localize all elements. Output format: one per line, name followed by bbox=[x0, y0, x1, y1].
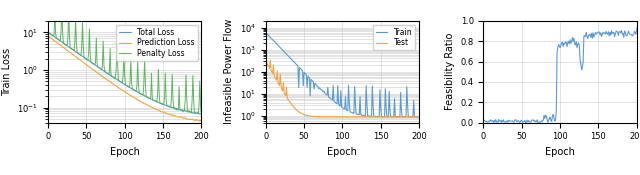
Test bbox=[408, 116, 416, 118]
Prediction Loss bbox=[74, 57, 81, 59]
Penalty Loss bbox=[74, 52, 82, 54]
Total Loss bbox=[86, 60, 93, 62]
X-axis label: Epoch: Epoch bbox=[328, 147, 357, 157]
Train bbox=[269, 39, 276, 41]
Test bbox=[304, 115, 312, 117]
Legend: Train, Test: Train, Test bbox=[373, 25, 415, 50]
Train bbox=[415, 116, 423, 118]
Total Loss bbox=[190, 112, 198, 114]
Penalty Loss bbox=[51, 9, 59, 11]
Penalty Loss bbox=[58, 6, 66, 8]
Test bbox=[273, 79, 280, 81]
Y-axis label: Feasibility Ratio: Feasibility Ratio bbox=[445, 33, 455, 110]
Penalty Loss bbox=[45, 32, 52, 34]
Line: Penalty Loss: Penalty Loss bbox=[49, 7, 202, 114]
Train bbox=[303, 86, 311, 89]
Prediction Loss bbox=[195, 120, 203, 122]
Line: Train: Train bbox=[266, 33, 419, 117]
Penalty Loss bbox=[191, 112, 198, 114]
Total Loss bbox=[184, 111, 192, 113]
Penalty Loss bbox=[54, 38, 62, 40]
Penalty Loss bbox=[86, 52, 94, 54]
Test bbox=[292, 108, 300, 110]
Y-axis label: Train Loss: Train Loss bbox=[2, 48, 12, 96]
Y-axis label: Infeasible Power Flow: Infeasible Power Flow bbox=[224, 19, 234, 124]
X-axis label: Epoch: Epoch bbox=[109, 147, 140, 157]
Test bbox=[415, 116, 423, 118]
Train bbox=[291, 62, 299, 64]
Prediction Loss bbox=[198, 119, 205, 121]
Total Loss bbox=[74, 52, 81, 54]
Train bbox=[272, 42, 280, 44]
Prediction Loss bbox=[54, 42, 62, 44]
Prediction Loss bbox=[45, 35, 52, 37]
Test bbox=[269, 64, 277, 66]
Penalty Loss bbox=[185, 109, 193, 111]
Train bbox=[262, 32, 270, 34]
Train bbox=[408, 116, 415, 118]
Test bbox=[266, 59, 274, 61]
Penalty Loss bbox=[195, 113, 202, 115]
X-axis label: Epoch: Epoch bbox=[545, 147, 575, 157]
Prediction Loss bbox=[184, 119, 192, 121]
Train bbox=[402, 116, 410, 118]
Test bbox=[403, 116, 411, 118]
Line: Total Loss: Total Loss bbox=[49, 33, 202, 114]
Penalty Loss bbox=[198, 113, 205, 115]
Legend: Total Loss, Prediction Loss, Penalty Loss: Total Loss, Prediction Loss, Penalty Los… bbox=[116, 25, 198, 61]
Total Loss bbox=[54, 38, 62, 40]
Prediction Loss bbox=[51, 40, 59, 42]
Line: Prediction Loss: Prediction Loss bbox=[49, 36, 202, 121]
Total Loss bbox=[198, 113, 205, 115]
Prediction Loss bbox=[190, 119, 198, 121]
Prediction Loss bbox=[86, 66, 93, 68]
Total Loss bbox=[45, 32, 52, 34]
Line: Test: Test bbox=[266, 60, 419, 117]
Test bbox=[262, 61, 270, 64]
Total Loss bbox=[51, 36, 59, 38]
